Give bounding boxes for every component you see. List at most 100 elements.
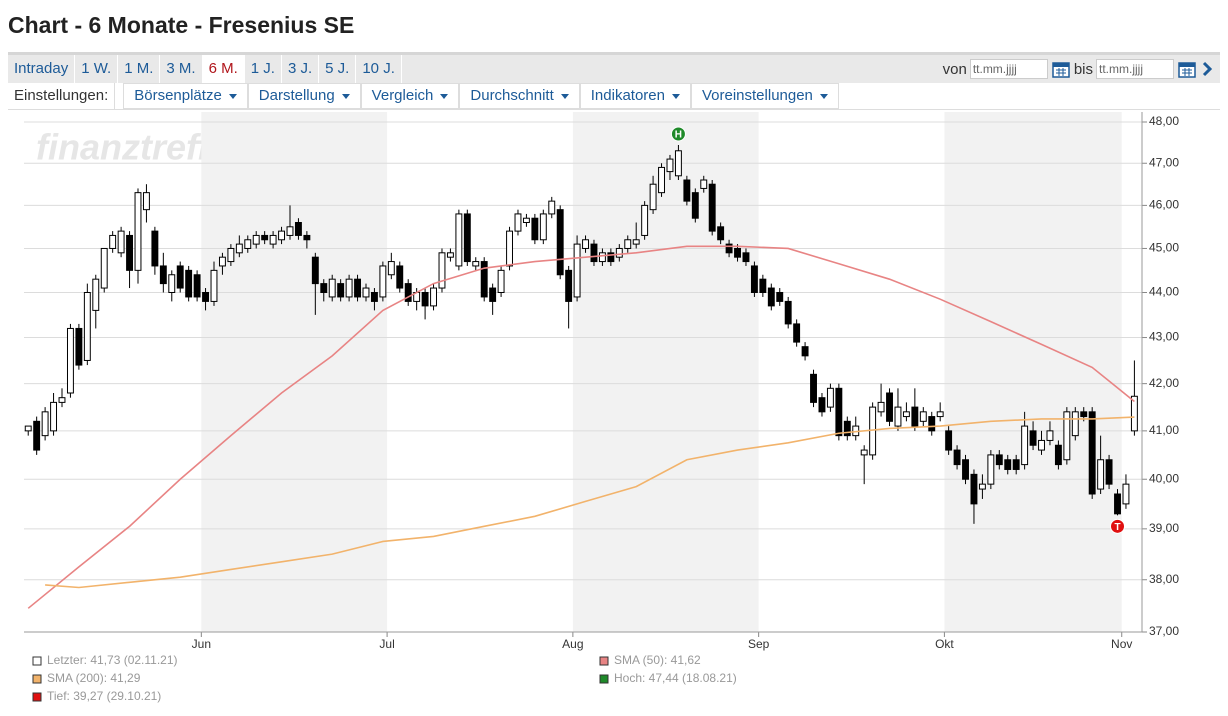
to-label: bis [1073, 60, 1093, 78]
candle-body [1130, 395, 1138, 432]
candle-body [404, 283, 412, 302]
settings-menu[interactable]: Durchschnitt [459, 83, 580, 109]
candle-body [962, 459, 969, 480]
menu-label: Indikatoren [590, 87, 665, 104]
candle-body [33, 420, 41, 451]
candle-body [66, 327, 74, 394]
candle-body [142, 192, 150, 211]
period-tab[interactable]: 1 J. [245, 55, 282, 83]
candle-body [345, 278, 353, 298]
candle-body [455, 213, 463, 267]
y-tick-label: 44,00 [1149, 285, 1179, 299]
candle-body [894, 406, 902, 427]
candle-body [1063, 411, 1071, 461]
candle-body [1054, 444, 1062, 466]
month-band [572, 112, 759, 632]
y-tick-label: 45,00 [1149, 241, 1179, 255]
candle-body [1071, 411, 1079, 437]
candle-body [641, 204, 649, 236]
candle-body [970, 473, 978, 505]
period-tab[interactable]: 5 J. [319, 55, 357, 83]
candle-body [759, 278, 767, 293]
settings-menu[interactable]: Börsenplätze [123, 83, 248, 109]
candle-body [202, 291, 210, 302]
settings-menu[interactable]: Vergleich [360, 83, 460, 109]
candle-body [1105, 459, 1113, 485]
candle-body [615, 247, 623, 258]
candle-body [978, 483, 986, 490]
candle-body [734, 247, 741, 258]
candle-body [683, 179, 691, 202]
candle-body [438, 252, 446, 289]
candle-body [919, 411, 927, 422]
candle-body [987, 454, 995, 485]
candle-body [624, 239, 632, 249]
candle-body [278, 230, 286, 241]
settings-menu[interactable]: Indikatoren [579, 83, 691, 109]
candle-body [396, 265, 404, 289]
candle-body [1088, 411, 1096, 495]
candle-body [185, 269, 193, 298]
candle-body [1038, 439, 1045, 451]
legend-label: Tief: 39,27 (29.10.21) [47, 689, 161, 703]
period-tab[interactable]: Intraday [8, 55, 76, 83]
candle-body [100, 247, 108, 289]
candle-body [539, 213, 547, 241]
candle-body [463, 213, 471, 263]
go-arrow[interactable] [1200, 59, 1214, 79]
calendar-icon[interactable] [1177, 59, 1197, 79]
candle-body [801, 346, 809, 357]
candle-body [649, 183, 657, 211]
candle-body [826, 387, 834, 408]
x-tick-label: Sep [748, 637, 770, 651]
candle-body [337, 283, 345, 298]
candle-body [480, 261, 488, 298]
marker-label: T [1114, 522, 1120, 533]
candle-body [126, 234, 134, 271]
candle-body [700, 179, 708, 189]
candle-body [598, 252, 606, 263]
candle-body [303, 234, 311, 241]
legend-swatch [32, 674, 42, 684]
candle-body [286, 226, 294, 236]
candle-body [159, 265, 167, 285]
candle-body [1097, 459, 1105, 490]
legend-swatch [599, 674, 609, 684]
candle-body [717, 226, 725, 241]
candle-body [1114, 493, 1121, 515]
candle-body [565, 269, 573, 302]
to-date-input[interactable]: tt.mm.jjjj [1096, 59, 1174, 79]
candle-body [472, 261, 480, 267]
candle-body [354, 278, 361, 298]
candle-body [632, 239, 640, 245]
candle-body [936, 411, 944, 418]
y-tick-label: 43,00 [1149, 330, 1179, 344]
candle-body [793, 323, 801, 343]
menu-label: Börsenplätze [134, 87, 222, 104]
extreme-marker [670, 126, 686, 142]
candle-body [784, 300, 792, 325]
candle-body [109, 234, 117, 249]
candle-body [742, 252, 750, 263]
y-tick-label: 42,00 [1149, 376, 1179, 390]
period-tab[interactable]: 1 M. [118, 55, 161, 83]
candle-body [168, 274, 176, 293]
candle-body [58, 397, 66, 403]
settings-menu[interactable]: Voreinstellungen [690, 83, 839, 109]
candle-body [573, 243, 581, 298]
calendar-icon[interactable] [1051, 59, 1071, 79]
candle-body [607, 252, 615, 263]
period-tab[interactable]: 3 J. [282, 55, 320, 83]
candle-body [902, 411, 910, 418]
settings-menu[interactable]: Darstellung [247, 83, 361, 109]
from-date-input[interactable]: tt.mm.jjjj [969, 59, 1048, 79]
period-tab[interactable]: 1 W. [75, 55, 119, 83]
candle-body [328, 278, 336, 298]
marker-label: H [675, 130, 682, 141]
candle-body [227, 247, 235, 263]
period-tab[interactable]: 10 J. [356, 55, 402, 83]
chart: finanztreff.de: Jun Jul Aug Sep Okt Nov37,003… [24, 112, 1179, 703]
period-tab[interactable]: 6 M. [202, 55, 245, 83]
period-tab[interactable]: 3 M. [160, 55, 203, 83]
legend-swatch [32, 656, 42, 666]
